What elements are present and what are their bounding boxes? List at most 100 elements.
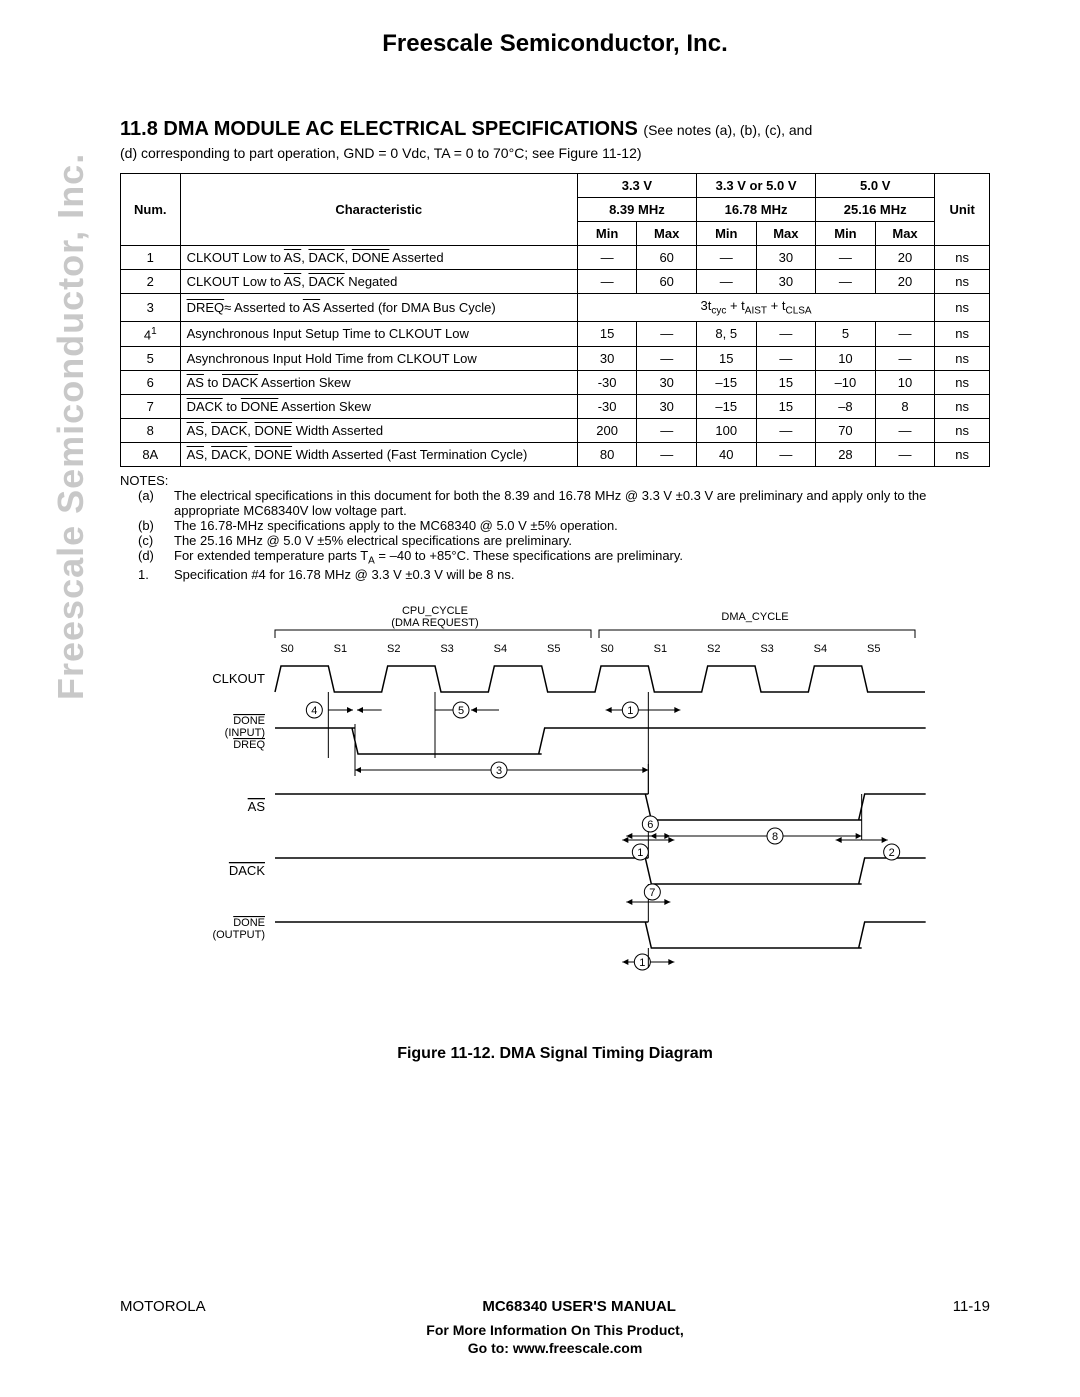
section-number: 11.8 [120, 118, 158, 140]
table-row: 41Asynchronous Input Setup Time to CLKOU… [121, 321, 990, 346]
cell-value: –15 [696, 370, 756, 394]
cell-characteristic: AS, DACK, DONE Width Asserted [180, 418, 577, 442]
cell-unit: ns [935, 246, 990, 270]
svg-text:S4: S4 [494, 643, 507, 655]
note-key: 1. [138, 567, 174, 582]
svg-text:5: 5 [458, 705, 464, 717]
cell-num: 7 [121, 394, 181, 418]
note-row: (c)The 25.16 MHz @ 5.0 V ±5% electrical … [138, 533, 990, 548]
cell-value: 100 [696, 418, 756, 442]
cell-value: 20 [875, 270, 935, 294]
table-row: 6AS to DACK Assertion Skew-3030–1515–101… [121, 370, 990, 394]
cell-value: — [756, 346, 816, 370]
cell-characteristic: AS to DACK Assertion Skew [180, 370, 577, 394]
cell-value: 30 [637, 394, 697, 418]
svg-text:(DMA REQUEST): (DMA REQUEST) [391, 617, 478, 629]
footer-center: MC68340 USER'S MANUAL [482, 1298, 676, 1315]
cell-value: — [577, 246, 637, 270]
cell-value: 8 [875, 394, 935, 418]
max-header: Max [875, 222, 935, 246]
cell-characteristic: AS, DACK, DONE Width Asserted (Fast Term… [180, 442, 577, 466]
cell-value: 60 [637, 270, 697, 294]
cell-value: — [756, 442, 816, 466]
cell-characteristic: DACK to DONE Assertion Skew [180, 394, 577, 418]
table-row: 5Asynchronous Input Hold Time from CLKOU… [121, 346, 990, 370]
cell-num: 2 [121, 270, 181, 294]
cell-value: — [696, 270, 756, 294]
footer-info-1: For More Information On This Product, [120, 1321, 990, 1339]
svg-text:AS: AS [248, 799, 266, 814]
cell-value: 10 [875, 370, 935, 394]
cell-value: — [875, 442, 935, 466]
cell-unit: ns [935, 370, 990, 394]
cell-value: — [637, 418, 697, 442]
svg-text:DONE: DONE [233, 917, 265, 929]
svg-text:(OUTPUT): (OUTPUT) [212, 929, 265, 941]
min-header: Min [696, 222, 756, 246]
cell-characteristic: CLKOUT Low to AS, DACK Negated [180, 270, 577, 294]
svg-text:8: 8 [772, 831, 778, 843]
note-text: The 16.78-MHz specifications apply to th… [174, 518, 990, 533]
cell-num: 5 [121, 346, 181, 370]
cell-value: — [816, 270, 876, 294]
svg-text:S0: S0 [600, 643, 613, 655]
figure-caption: Figure 11-12. DMA Signal Timing Diagram [175, 1045, 935, 1063]
cell-value: 15 [756, 394, 816, 418]
col-char-header: Characteristic [180, 174, 577, 246]
cell-num: 8 [121, 418, 181, 442]
cell-value: — [637, 346, 697, 370]
svg-text:DREQ: DREQ [233, 739, 265, 751]
timing-diagram: CPU_CYCLE(DMA REQUEST)DMA_CYCLES0S1S2S3S… [175, 602, 935, 1063]
cell-num: 8A [121, 442, 181, 466]
spec-table: Num. Characteristic 3.3 V 3.3 V or 5.0 V… [120, 173, 990, 467]
cell-value: –15 [696, 394, 756, 418]
max-header: Max [756, 222, 816, 246]
note-text: Specification #4 for 16.78 MHz @ 3.3 V ±… [174, 567, 990, 582]
cell-value: 70 [816, 418, 876, 442]
table-row: 8AS, DACK, DONE Width Asserted200—100—70… [121, 418, 990, 442]
cell-unit: ns [935, 321, 990, 346]
note-text: The electrical specifications in this do… [174, 488, 990, 518]
footer-info-2: Go to: www.freescale.com [120, 1339, 990, 1357]
svg-text:DONE: DONE [233, 715, 265, 727]
cell-formula: 3tcyc + tAIST + tCLSA [577, 294, 934, 322]
note-text: The 25.16 MHz @ 5.0 V ±5% electrical spe… [174, 533, 990, 548]
section-heading: 11.8 DMA MODULE AC ELECTRICAL SPECIFICAT… [120, 118, 990, 141]
cell-num: 3 [121, 294, 181, 322]
cell-value: 30 [756, 246, 816, 270]
svg-text:S1: S1 [654, 643, 667, 655]
note-key: (a) [138, 488, 174, 518]
svg-text:CPU_CYCLE: CPU_CYCLE [402, 605, 468, 617]
note-row: (b)The 16.78-MHz specifications apply to… [138, 518, 990, 533]
svg-text:S4: S4 [814, 643, 827, 655]
cell-value: –10 [816, 370, 876, 394]
cell-unit: ns [935, 418, 990, 442]
footer-row-1: MOTOROLA MC68340 USER'S MANUAL 11-19 [120, 1298, 990, 1315]
svg-text:S2: S2 [707, 643, 720, 655]
svg-text:6: 6 [647, 819, 653, 831]
cell-characteristic: Asynchronous Input Hold Time from CLKOUT… [180, 346, 577, 370]
cell-value: –8 [816, 394, 876, 418]
cell-num: 6 [121, 370, 181, 394]
cell-value: — [756, 418, 816, 442]
cell-value: 5 [816, 321, 876, 346]
page-content: Freescale Semiconductor, Inc. 11.8 DMA M… [0, 0, 1080, 1123]
cell-value: 30 [577, 346, 637, 370]
cell-num: 1 [121, 246, 181, 270]
cell-value: 80 [577, 442, 637, 466]
section-note-ref: (See notes (a), (b), (c), and [643, 122, 812, 138]
cell-value: 30 [637, 370, 697, 394]
section-title-text: DMA MODULE AC ELECTRICAL SPECIFICATIONS [163, 118, 637, 140]
svg-text:(INPUT): (INPUT) [225, 727, 265, 739]
cell-value: 30 [756, 270, 816, 294]
note-key: (d) [138, 548, 174, 567]
svg-text:1: 1 [637, 847, 643, 859]
cell-num: 41 [121, 321, 181, 346]
cell-unit: ns [935, 442, 990, 466]
col-unit-header: Unit [935, 174, 990, 246]
volt-header-0: 3.3 V [577, 174, 696, 198]
cell-unit: ns [935, 394, 990, 418]
col-num-header: Num. [121, 174, 181, 246]
timing-svg: CPU_CYCLE(DMA REQUEST)DMA_CYCLES0S1S2S3S… [175, 602, 935, 1022]
svg-text:S2: S2 [387, 643, 400, 655]
